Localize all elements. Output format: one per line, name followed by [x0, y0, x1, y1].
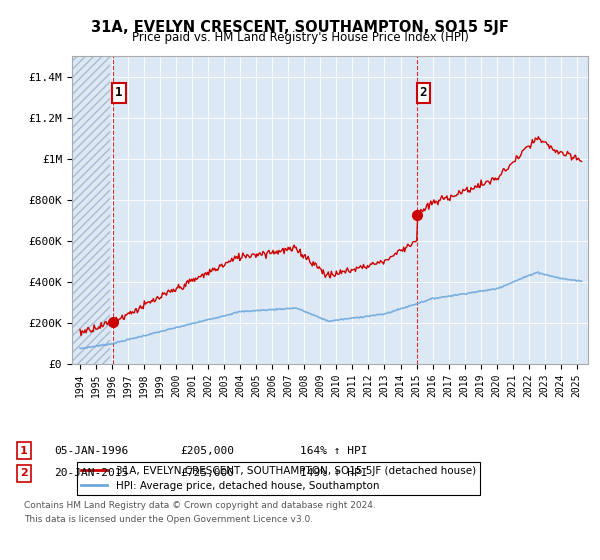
Text: £205,000: £205,000 [180, 446, 234, 456]
Text: 05-JAN-1996: 05-JAN-1996 [54, 446, 128, 456]
Text: Contains HM Land Registry data © Crown copyright and database right 2024.: Contains HM Land Registry data © Crown c… [24, 501, 376, 510]
Text: 31A, EVELYN CRESCENT, SOUTHAMPTON, SO15 5JF: 31A, EVELYN CRESCENT, SOUTHAMPTON, SO15 … [91, 20, 509, 35]
Text: 1: 1 [20, 446, 28, 456]
Text: Price paid vs. HM Land Registry's House Price Index (HPI): Price paid vs. HM Land Registry's House … [131, 31, 469, 44]
Text: £725,000: £725,000 [180, 468, 234, 478]
Text: This data is licensed under the Open Government Licence v3.0.: This data is licensed under the Open Gov… [24, 515, 313, 524]
Text: 164% ↑ HPI: 164% ↑ HPI [300, 446, 367, 456]
Text: 20-JAN-2015: 20-JAN-2015 [54, 468, 128, 478]
Text: 2: 2 [420, 86, 427, 100]
Legend: 31A, EVELYN CRESCENT, SOUTHAMPTON, SO15 5JF (detached house), HPI: Average price: 31A, EVELYN CRESCENT, SOUTHAMPTON, SO15 … [77, 461, 480, 495]
Text: 1: 1 [115, 86, 122, 100]
Text: 2: 2 [20, 468, 28, 478]
Text: 149% ↑ HPI: 149% ↑ HPI [300, 468, 367, 478]
Bar [72, 56, 110, 364]
